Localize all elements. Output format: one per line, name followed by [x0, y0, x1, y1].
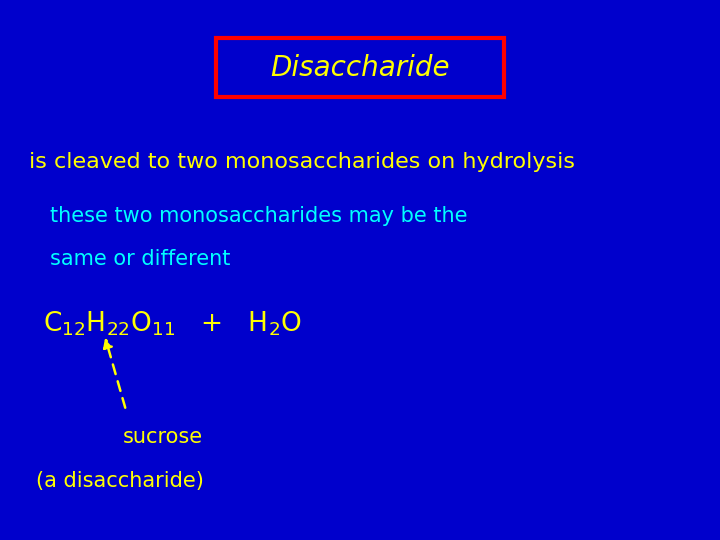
FancyBboxPatch shape [216, 38, 504, 97]
Text: (a disaccharide): (a disaccharide) [36, 470, 204, 491]
Text: is cleaved to two monosaccharides on hydrolysis: is cleaved to two monosaccharides on hyd… [29, 152, 575, 172]
Text: these two monosaccharides may be the: these two monosaccharides may be the [50, 206, 468, 226]
Text: $\mathregular{C_{12}H_{22}O_{11}}$   $+$   $\mathregular{H_2O}$: $\mathregular{C_{12}H_{22}O_{11}}$ $+$ $… [43, 310, 302, 338]
Text: Disaccharide: Disaccharide [270, 53, 450, 82]
Text: sucrose: sucrose [122, 427, 202, 448]
Text: same or different: same or different [50, 249, 231, 269]
